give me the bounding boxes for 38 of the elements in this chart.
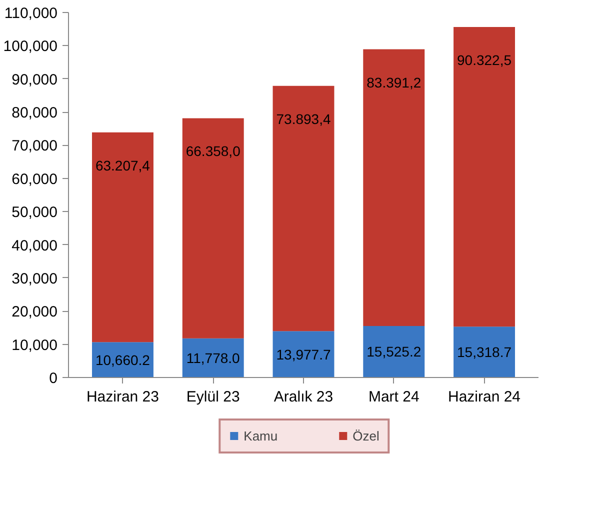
y-tick-label: 110,000 [4,5,58,22]
data-label: 66.358,0 [186,143,241,160]
y-tick-label: 60,000 [12,170,58,188]
bar [182,338,244,378]
data-label: 83.391,2 [366,74,422,90]
data-label: 10,660.2 [95,352,150,368]
bar [454,26,515,327]
y-tick-label: 30,000 [12,270,58,288]
y-tick-label: 40,000 [12,237,58,254]
y-tick-label: 70,000 [12,138,58,155]
data-label: 11,778.0 [186,350,240,366]
y-tick-label: 20,000 [12,304,58,321]
x-tick-label: Eylül 23 [186,388,240,406]
data-label: 15,525.2 [366,344,422,360]
y-tick-label: 80,000 [12,104,58,122]
x-tick-label: Aralık 23 [274,388,334,406]
bar [363,49,425,326]
bar [363,326,425,378]
data-label: 90.322,5 [457,52,512,68]
legend-label: Özel [352,428,380,443]
y-tick-label: 50,000 [12,204,58,222]
y-tick-label: 0 [49,370,58,387]
bar [454,326,515,378]
data-label: 13,977.7 [276,346,331,362]
y-tick-label: 90,000 [12,71,58,88]
data-label: 73.893,4 [276,110,331,127]
data-label: 15,318.7 [457,344,512,360]
x-tick-label: Haziran 23 [86,388,160,406]
bar [272,86,334,332]
bar [182,118,244,338]
bar [92,132,154,342]
x-tick-label: Mart 24 [368,388,420,406]
legend-label: Kamu [244,428,278,443]
data-label: 63.207,4 [95,157,150,174]
x-tick-label: Haziran 24 [448,388,521,406]
y-tick-label: 10,000 [12,336,58,354]
y-tick-label: 100,000 [3,38,58,56]
bar [272,331,334,378]
